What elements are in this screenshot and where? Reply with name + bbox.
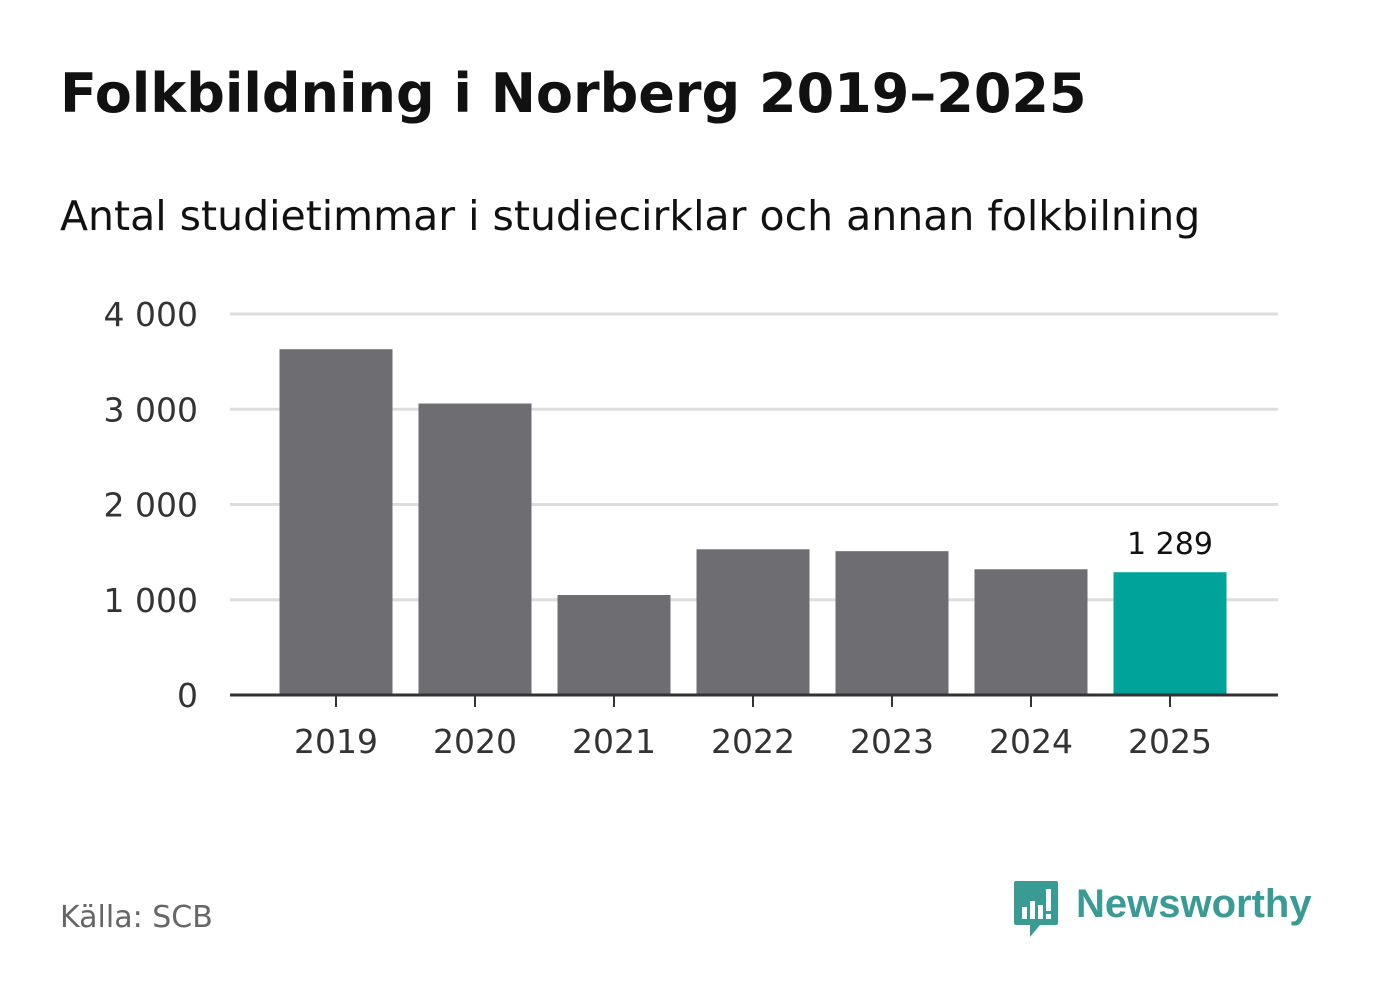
brand-logo: Newsworthy <box>1012 878 1312 940</box>
x-tick-label: 2021 <box>572 722 656 761</box>
source-note: Källa: SCB <box>60 900 213 935</box>
bar-2023 <box>835 551 949 695</box>
data-label: 1 289 <box>1127 527 1213 562</box>
bar-2019 <box>279 349 393 695</box>
y-tick-label: 1 000 <box>104 581 198 620</box>
brand-name: Newsworthy <box>1076 881 1312 926</box>
x-tick-label: 2025 <box>1128 722 1212 761</box>
x-tick-label: 2020 <box>433 722 517 761</box>
x-tick-label: 2022 <box>711 722 795 761</box>
x-tick-label: 2019 <box>294 722 378 761</box>
bar-2025 <box>1113 572 1227 695</box>
bar-2020 <box>418 403 532 695</box>
y-tick-label: 3 000 <box>104 390 198 429</box>
bar-2022 <box>696 549 810 695</box>
newsworthy-bar-chart-icon <box>1014 881 1058 937</box>
y-tick-label: 0 <box>177 676 198 715</box>
y-tick-label: 4 000 <box>104 295 198 334</box>
chart-subtitle: Antal studietimmar i studiecirklar och a… <box>60 192 1201 240</box>
bar-2024 <box>974 569 1088 695</box>
x-tick-label: 2023 <box>850 722 934 761</box>
bar-2021 <box>557 594 671 695</box>
chart-title: Folkbildning i Norberg 2019–2025 <box>60 62 1087 125</box>
x-tick-label: 2024 <box>989 722 1073 761</box>
y-tick-label: 2 000 <box>104 486 198 525</box>
